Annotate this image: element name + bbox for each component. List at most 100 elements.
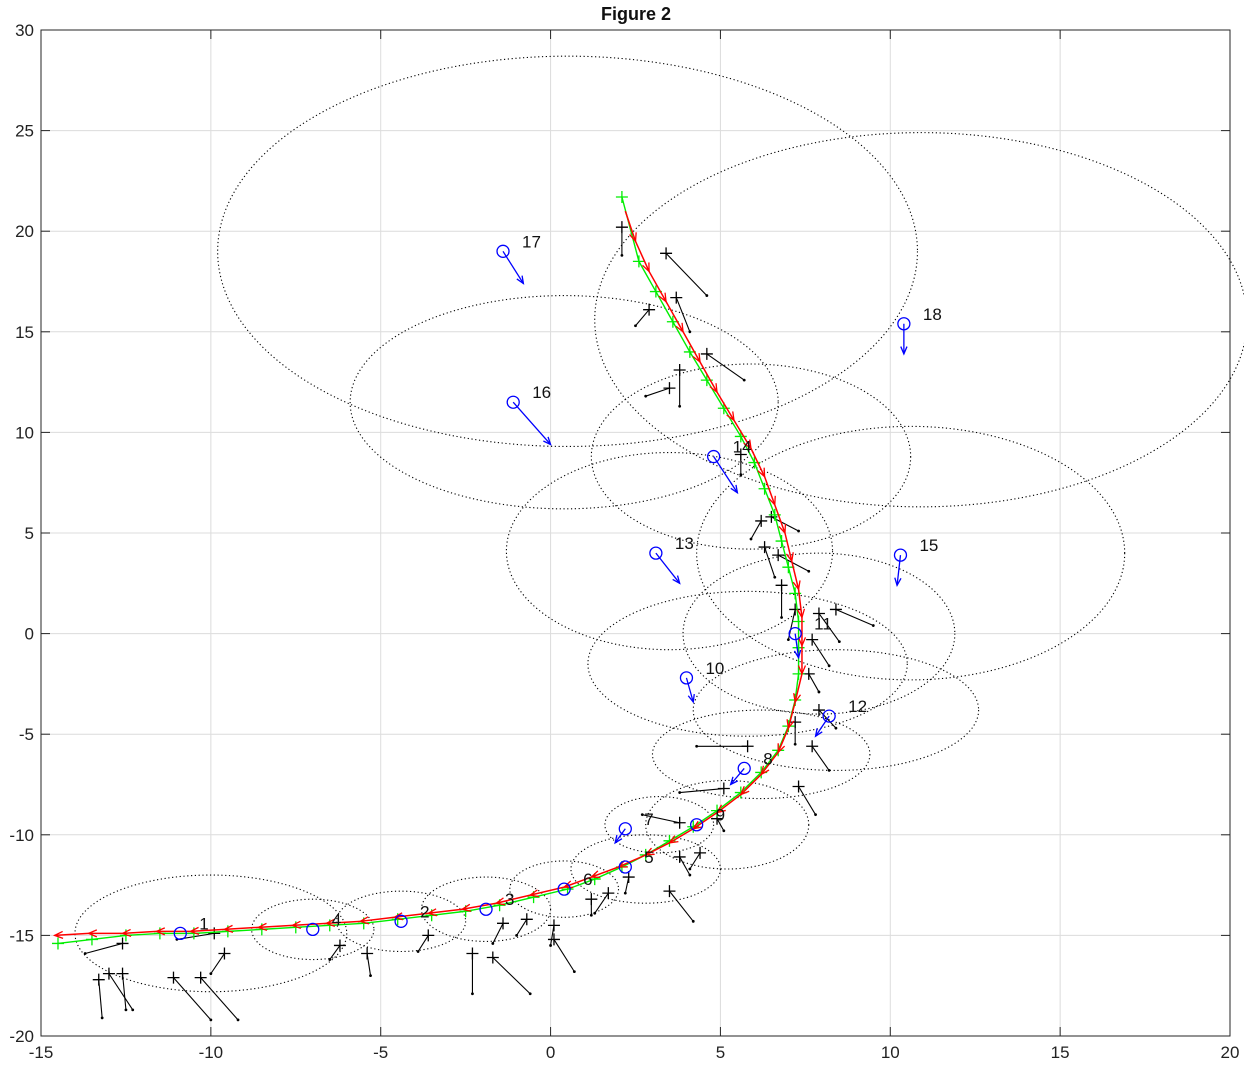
measurement-marker bbox=[547, 919, 560, 932]
landmark-label: 4 bbox=[332, 910, 341, 929]
measurement-vector bbox=[85, 942, 123, 955]
landmark-arrowhead bbox=[729, 776, 739, 786]
true-path-segment bbox=[740, 436, 756, 463]
measurement-marker bbox=[194, 971, 207, 984]
landmark-vector bbox=[896, 555, 902, 586]
estimated-path-segment bbox=[794, 673, 803, 703]
estimated-path-segment bbox=[190, 928, 225, 933]
measurement-marker bbox=[218, 947, 231, 960]
measurement-marker bbox=[741, 740, 754, 753]
measurement-marker bbox=[772, 549, 785, 562]
estimated-path-segment bbox=[618, 854, 646, 868]
uncertainty-ellipse bbox=[251, 898, 375, 961]
measurement-tip bbox=[705, 294, 709, 297]
landmark-marker bbox=[496, 244, 510, 258]
measurement-tip bbox=[691, 919, 695, 923]
measurement-tip bbox=[793, 742, 797, 746]
measurement-tip bbox=[827, 664, 831, 668]
measurement-vector bbox=[210, 953, 225, 974]
uncertainty-ellipse bbox=[349, 295, 779, 510]
y-tick-label: 10 bbox=[15, 423, 34, 442]
measurement-tip bbox=[722, 829, 726, 833]
measurement-vector bbox=[108, 973, 134, 1011]
measurement-marker bbox=[497, 917, 510, 930]
measurement-vector bbox=[516, 919, 528, 936]
true-path-segment bbox=[740, 771, 762, 794]
measurement-vector bbox=[121, 973, 127, 1010]
measurement-marker bbox=[547, 933, 560, 946]
measurement-tip bbox=[786, 638, 790, 642]
estimated-pose-arrowhead bbox=[658, 292, 667, 304]
landmark-label: 14 bbox=[733, 438, 752, 457]
x-tick-label: -10 bbox=[199, 1043, 224, 1062]
measurement-tip bbox=[814, 813, 817, 817]
true-path-segment bbox=[780, 540, 790, 568]
measurement-vector bbox=[642, 814, 680, 824]
measurement-marker bbox=[615, 221, 628, 234]
true-pose-marker bbox=[51, 937, 64, 950]
measurement-tip bbox=[623, 891, 627, 895]
landmark-marker bbox=[679, 671, 694, 685]
landmark-label: 13 bbox=[675, 534, 694, 553]
measurement-marker bbox=[486, 951, 499, 964]
landmark-marker bbox=[506, 395, 520, 409]
landmark-arrowhead bbox=[543, 436, 552, 446]
measurement-tip bbox=[688, 330, 692, 334]
measurement-marker bbox=[422, 929, 435, 942]
landmark-vector bbox=[794, 633, 800, 658]
measurement-tip bbox=[124, 1008, 128, 1012]
measurement-marker bbox=[792, 780, 805, 793]
estimated-path-segment bbox=[258, 924, 293, 929]
measurement-tip bbox=[749, 537, 753, 541]
measurement-tip bbox=[678, 404, 682, 408]
measurement-tip bbox=[593, 911, 597, 915]
true-path-segment bbox=[753, 462, 766, 489]
measurement-vector bbox=[818, 613, 840, 642]
estimated-pose-arrowhead bbox=[793, 693, 802, 704]
measurement-marker bbox=[585, 893, 598, 906]
uncertainty-ellipse bbox=[692, 649, 980, 771]
measurement-tip bbox=[834, 726, 838, 730]
landmark-arrowhead bbox=[793, 649, 802, 660]
measurement-marker bbox=[663, 885, 676, 898]
estimated-pose-arrowhead bbox=[154, 927, 166, 936]
landmark-marker bbox=[649, 546, 663, 560]
measurement-marker bbox=[466, 947, 479, 960]
estimated-path-segment bbox=[54, 932, 89, 937]
landmark-label: 11 bbox=[814, 615, 832, 634]
landmark-vector bbox=[614, 828, 626, 844]
estimated-path-segment bbox=[716, 793, 742, 814]
measurement-marker bbox=[167, 971, 180, 984]
estimated-pose-arrowhead bbox=[726, 411, 735, 422]
measurement-tip bbox=[807, 569, 811, 573]
landmark-arrowhead bbox=[730, 484, 739, 495]
estimated-path-segment bbox=[777, 727, 790, 753]
measurement-marker bbox=[806, 740, 819, 753]
measurement-marker bbox=[789, 716, 802, 729]
estimated-pose-arrowhead bbox=[52, 930, 64, 940]
measurement-vector bbox=[645, 387, 670, 397]
measurement-tip bbox=[209, 1018, 213, 1022]
measurement-tip bbox=[644, 394, 648, 398]
measurement-marker bbox=[802, 667, 815, 680]
measurement-vector bbox=[750, 520, 762, 540]
measurement-vector bbox=[98, 979, 103, 1018]
measurement-tip bbox=[695, 744, 699, 748]
measurement-tip bbox=[837, 640, 841, 644]
landmark-label: 17 bbox=[522, 232, 541, 251]
measurement-tip bbox=[528, 992, 532, 996]
measurement-vector bbox=[679, 787, 724, 794]
y-tick-label: -10 bbox=[9, 826, 34, 845]
true-path-segment bbox=[716, 791, 742, 812]
measurement-marker bbox=[789, 603, 802, 616]
estimated-path-segment bbox=[692, 812, 718, 830]
measurement-vector bbox=[594, 892, 609, 914]
estimated-path-segment bbox=[791, 560, 800, 590]
measurement-tip bbox=[688, 867, 692, 871]
measurement-tip bbox=[515, 934, 518, 937]
measurement-vector bbox=[492, 923, 504, 944]
true-path-segment bbox=[689, 351, 708, 381]
landmark-arrowhead bbox=[894, 577, 902, 587]
estimated-path-segment bbox=[682, 331, 701, 363]
measurement-tip bbox=[589, 913, 593, 917]
